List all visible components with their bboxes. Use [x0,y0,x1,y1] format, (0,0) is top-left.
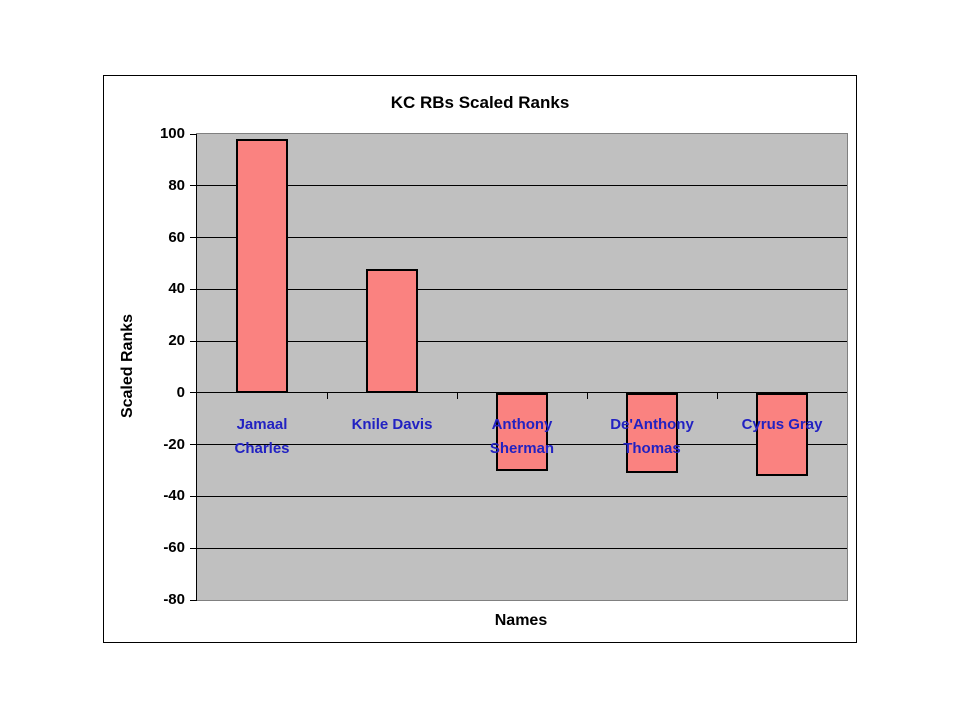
category-label: De'Anthony Thomas [610,415,694,457]
y-tick-label: -20 [163,435,185,453]
gridline [197,340,847,342]
bar-anthony-sherman [496,392,548,471]
y-tick-label: -40 [163,487,185,505]
y-axis-line [196,134,197,600]
y-tick-mark [190,288,197,290]
bar-cyrus-gray [756,392,808,476]
x-tick-mark [716,392,718,399]
y-tick-mark [190,444,197,446]
gridline [197,288,847,290]
y-tick-mark [190,237,197,239]
y-tick-mark [190,599,197,601]
category-label: Anthony Sherman [489,415,555,457]
gridline [197,237,847,239]
bar-jamaal-charles [236,139,288,393]
y-tick-mark [190,495,197,497]
category-label: Knile Davis [351,415,433,433]
category-label: Jamaal Charles [234,415,290,457]
bar-knile-davis [366,268,418,393]
y-tick-mark [190,547,197,549]
plot-area: 100 80 60 40 20 0 -20 -40 -60 -80 Jamaal Charles Kn… [160,125,848,608]
y-tick-label: -80 [163,591,185,608]
gridline [197,495,847,497]
y-tick-label: 100 [159,125,185,142]
x-tick-mark [586,392,588,399]
y-tick-mark [190,133,197,135]
y-tick-label: 0 [176,383,185,401]
y-tick-mark [190,185,197,187]
chart-frame: KC RBs Scaled Ranks Scaled Ranks 100 80 60… [103,75,857,643]
chart-title: KC RBs Scaled Ranks [390,93,570,112]
y-tick-label: -60 [163,539,185,557]
y-tick-label: 60 [168,228,185,246]
y-tick-mark [190,340,197,342]
y-axis-title: Scaled Ranks [119,313,136,419]
x-tick-mark [456,392,458,399]
category-label: Cyrus Gray [741,415,823,433]
x-tick-mark [326,392,328,399]
gridline [197,547,847,549]
gridline [197,185,847,187]
y-tick-label: 20 [168,332,185,350]
y-tick-label: 40 [168,280,185,298]
y-tick-mark [190,392,197,394]
x-axis-title: Names [494,612,548,629]
bar-de-anthony-thomas [626,392,678,474]
y-tick-label: 80 [168,176,185,194]
